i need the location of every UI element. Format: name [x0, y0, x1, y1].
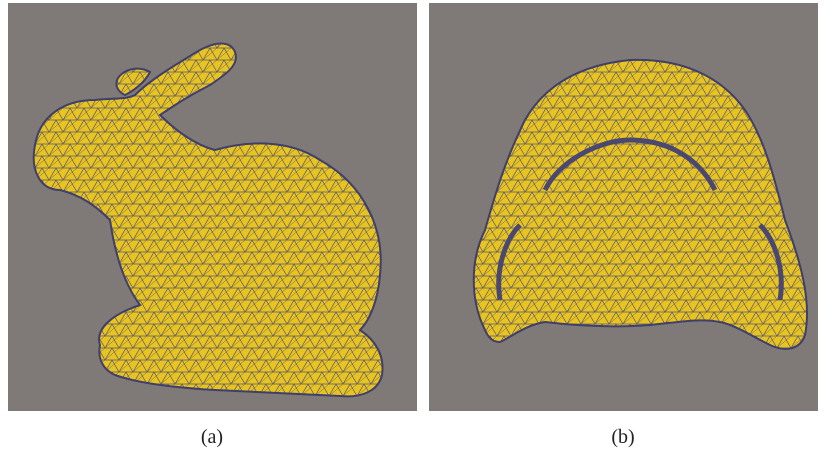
panel-label: (b): [611, 426, 634, 448]
figure: (a) (b): [0, 0, 826, 454]
panel-label: (a): [201, 426, 223, 448]
